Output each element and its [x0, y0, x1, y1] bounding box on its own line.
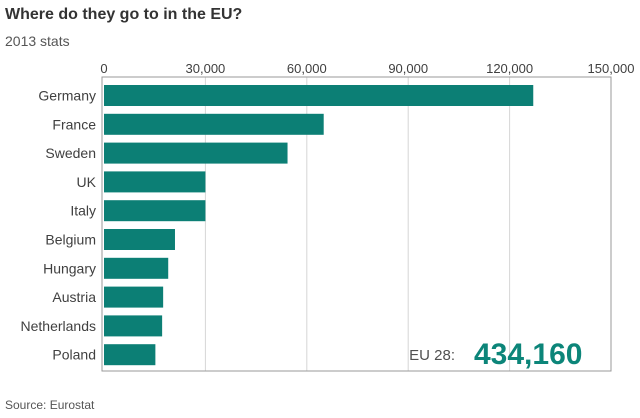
category-label: Netherlands	[21, 318, 97, 334]
bars	[104, 85, 534, 366]
category-label: Belgium	[45, 232, 96, 248]
category-label: Hungary	[43, 260, 96, 276]
category-label: Germany	[38, 88, 96, 104]
category-label: Austria	[52, 289, 96, 305]
x-tick-label: 30,000	[186, 61, 226, 76]
category-label: Italy	[70, 203, 96, 219]
bar-hungary	[104, 257, 169, 279]
total-label: EU 28:	[409, 347, 455, 364]
plot-frame	[101, 76, 612, 372]
category-labels: Germany France Sweden UK Italy Belgium Hungary…	[21, 88, 97, 363]
source-note: Source: Eurostat	[5, 398, 95, 412]
category-label: France	[52, 116, 96, 132]
category-label: Poland	[52, 347, 96, 363]
x-tick-label: 0	[100, 61, 107, 76]
bar-italy	[104, 200, 206, 222]
x-tick-label: 120,000	[486, 61, 533, 76]
bar-uk	[104, 171, 206, 193]
bar-france	[104, 113, 324, 135]
chart-subtitle: 2013 stats	[5, 33, 70, 49]
bar-austria	[104, 286, 164, 308]
x-tick-label: 150,000	[588, 61, 635, 76]
bar-sweden	[104, 142, 288, 164]
bar-poland	[104, 344, 156, 366]
bar-belgium	[104, 229, 175, 250]
chart-title: Where do they go to in the EU?	[5, 6, 243, 23]
category-label: UK	[77, 174, 97, 190]
x-tick-label: 90,000	[388, 61, 428, 76]
bar-germany	[104, 85, 534, 106]
x-tick-label: 60,000	[287, 61, 327, 76]
bar-netherlands	[104, 315, 163, 337]
x-axis-ticks: 0 30,000 60,000 90,000 120,000 150,000	[100, 61, 634, 76]
category-label: Sweden	[45, 145, 96, 161]
total-value: 434,160	[474, 338, 582, 371]
